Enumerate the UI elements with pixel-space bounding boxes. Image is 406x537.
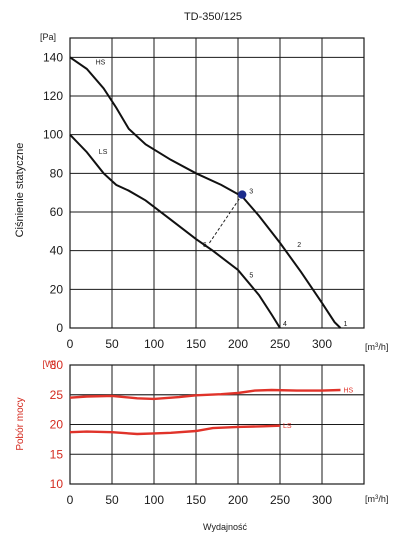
pressure-ticks: 0 50 100 150 200 250 300 0 20 40 60 80 100 120 140	[43, 50, 332, 351]
power-y-tick-label: 10	[50, 477, 64, 491]
pressure-y-tick-label: 40	[50, 244, 64, 258]
power-curve-ls	[69, 424, 281, 436]
pressure-x-unit-label: [m3/h]	[365, 342, 388, 352]
pressure-x-tick-label: 300	[312, 337, 332, 351]
pressure-unit-label: [Pa]	[40, 32, 56, 42]
power-x-tick-label: 150	[186, 493, 206, 507]
point-label-6: 6	[203, 242, 207, 249]
power-y-tick-label: 15	[50, 447, 64, 461]
pressure-y-tick-label: 120	[43, 89, 63, 103]
point-label-1: 1	[343, 321, 347, 328]
pressure-series	[69, 56, 342, 329]
chart-title: TD-350/125	[184, 11, 242, 23]
power-axis-label: Pobór mocy	[15, 397, 26, 450]
power-x-tick-label: 50	[105, 493, 119, 507]
flow-axis-label: Wydajność	[203, 522, 247, 532]
pressure-axis-label: Ciśnienie statyczne	[14, 143, 26, 238]
power-series-label-hs: HS	[343, 387, 353, 394]
power-y-tick-label: 25	[50, 388, 64, 402]
power-x-tick-label: 250	[270, 493, 290, 507]
point-label-5: 5	[249, 273, 253, 280]
power-x-tick-label: 200	[228, 493, 248, 507]
point-label-2: 2	[297, 242, 301, 249]
pressure-x-tick-label: 250	[270, 337, 290, 351]
power-y-tick-label: 20	[50, 418, 64, 432]
pressure-x-tick-label: 50	[105, 337, 119, 351]
pressure-curve-hs	[69, 56, 342, 329]
pressure-series-label-ls: LS	[99, 149, 108, 156]
pressure-y-tick-label: 80	[50, 166, 64, 180]
guide-line	[209, 194, 243, 244]
pressure-grid	[69, 37, 365, 329]
pressure-y-tick-label: 100	[43, 128, 63, 142]
pressure-x-tick-label: 200	[228, 337, 248, 351]
power-x-tick-label: 0	[67, 493, 74, 507]
power-grid	[69, 364, 365, 485]
pressure-x-tick-label: 0	[67, 337, 74, 351]
point-label-3: 3	[249, 189, 253, 196]
pressure-y-tick-label: 0	[56, 321, 63, 335]
power-y-tick-label: 30	[50, 358, 64, 372]
power-unit-label: [W]	[43, 359, 57, 369]
pressure-y-tick-label: 60	[50, 205, 64, 219]
pressure-x-tick-label: 100	[144, 337, 164, 351]
point-label-4: 4	[283, 321, 287, 328]
pressure-annotations: HS LS 1 2 3 4 5 6	[96, 59, 348, 328]
power-series: HS LS	[69, 387, 354, 436]
operating-point-marker	[238, 190, 247, 199]
power-x-tick-label: 100	[144, 493, 164, 507]
pressure-curve-ls	[69, 134, 281, 329]
power-ticks: 0 50 100 150 200 250 300 10 15 20 25 30	[50, 358, 333, 507]
power-curve-hs	[69, 388, 341, 401]
pressure-y-tick-label: 140	[43, 50, 63, 64]
pressure-y-tick-label: 20	[50, 282, 64, 296]
power-series-label-ls: LS	[283, 423, 292, 430]
power-x-unit-label: [m3/h]	[365, 494, 388, 504]
pressure-series-label-hs: HS	[96, 59, 106, 66]
power-x-tick-label: 300	[312, 493, 332, 507]
pressure-x-tick-label: 150	[186, 337, 206, 351]
